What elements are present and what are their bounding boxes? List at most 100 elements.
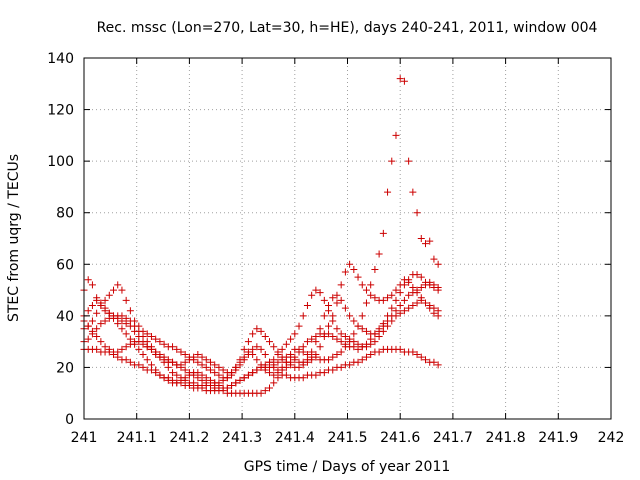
- y-tick-label: 0: [65, 412, 74, 428]
- data-point: [131, 327, 139, 335]
- y-tick-label: 80: [56, 206, 74, 222]
- data-point: [308, 291, 316, 299]
- data-point: [354, 322, 362, 330]
- data-point: [257, 389, 265, 397]
- data-point: [101, 317, 109, 325]
- data-point: [84, 335, 92, 343]
- x-tick-label: 241.7: [433, 430, 473, 446]
- x-tick-label: 241.1: [117, 430, 157, 446]
- gridlines: [84, 58, 611, 419]
- data-point: [261, 332, 269, 340]
- data-point: [337, 348, 345, 356]
- data-point: [126, 307, 134, 315]
- data-point: [430, 255, 438, 263]
- data-point: [173, 371, 181, 379]
- data-point: [185, 356, 193, 364]
- data-point: [147, 332, 155, 340]
- data-point: [325, 307, 333, 315]
- data-point: [434, 312, 442, 320]
- data-point: [215, 371, 223, 379]
- data-point: [122, 343, 130, 351]
- data-point: [160, 353, 168, 361]
- data-point: [434, 283, 442, 291]
- data-point: [333, 299, 341, 307]
- data-point: [266, 363, 274, 371]
- data-point: [270, 343, 278, 351]
- data-point: [118, 345, 126, 353]
- data-point: [211, 361, 219, 369]
- data-point: [341, 268, 349, 276]
- data-point: [295, 345, 303, 353]
- data-point: [164, 356, 172, 364]
- data-point: [388, 157, 396, 165]
- data-point: [413, 209, 421, 217]
- data-point: [417, 235, 425, 242]
- data-point: [244, 371, 252, 379]
- data-point: [316, 325, 324, 333]
- data-point: [426, 278, 434, 286]
- data-point: [131, 317, 139, 325]
- data-point: [341, 304, 349, 312]
- data-point: [417, 273, 425, 281]
- data-point: [261, 351, 269, 359]
- data-point: [249, 369, 257, 377]
- data-point: [337, 338, 345, 346]
- data-point: [291, 330, 299, 338]
- data-point: [291, 356, 299, 364]
- data-point: [430, 358, 438, 366]
- data-point: [299, 348, 307, 356]
- data-point: [93, 345, 101, 353]
- data-point: [371, 265, 379, 273]
- data-point: [362, 299, 370, 307]
- data-point: [396, 75, 404, 83]
- data-point: [333, 325, 341, 333]
- data-point: [202, 363, 210, 371]
- data-point: [93, 309, 101, 317]
- data-point: [156, 351, 164, 359]
- data-point: [405, 304, 413, 312]
- data-point: [126, 335, 134, 343]
- data-point: [253, 366, 261, 374]
- data-point: [320, 312, 328, 320]
- data-point: [346, 361, 354, 369]
- data-point: [131, 340, 139, 348]
- data-point: [240, 345, 248, 353]
- data-point: [97, 299, 105, 307]
- data-point: [295, 322, 303, 330]
- data-point: [122, 356, 130, 364]
- data-point: [135, 322, 143, 330]
- x-tick-label: 241.5: [327, 430, 367, 446]
- data-point: [409, 188, 417, 196]
- data-point: [152, 335, 160, 343]
- data-point: [194, 369, 202, 377]
- data-point: [430, 309, 438, 317]
- data-point: [282, 340, 290, 348]
- x-tick-label: 241: [71, 430, 98, 446]
- data-point: [337, 296, 345, 304]
- data-point: [160, 340, 168, 348]
- data-point: [333, 351, 341, 359]
- data-point: [434, 361, 442, 369]
- data-point: [114, 348, 122, 356]
- data-point: [405, 278, 413, 286]
- data-point: [358, 312, 366, 320]
- data-point: [278, 356, 286, 364]
- data-point: [354, 340, 362, 348]
- y-tick-label: 60: [56, 257, 74, 273]
- data-point: [202, 374, 210, 382]
- data-point: [160, 374, 168, 382]
- data-point: [114, 281, 122, 289]
- data-point: [413, 289, 421, 297]
- data-point: [421, 240, 429, 248]
- data-point: [169, 369, 177, 377]
- data-point: [379, 229, 387, 237]
- data-point: [367, 351, 375, 359]
- data-point: [164, 376, 172, 384]
- data-point: [185, 371, 193, 379]
- data-point: [156, 338, 164, 346]
- data-point: [101, 304, 109, 312]
- data-point: [308, 348, 316, 356]
- data-point: [341, 343, 349, 351]
- data-point: [396, 281, 404, 289]
